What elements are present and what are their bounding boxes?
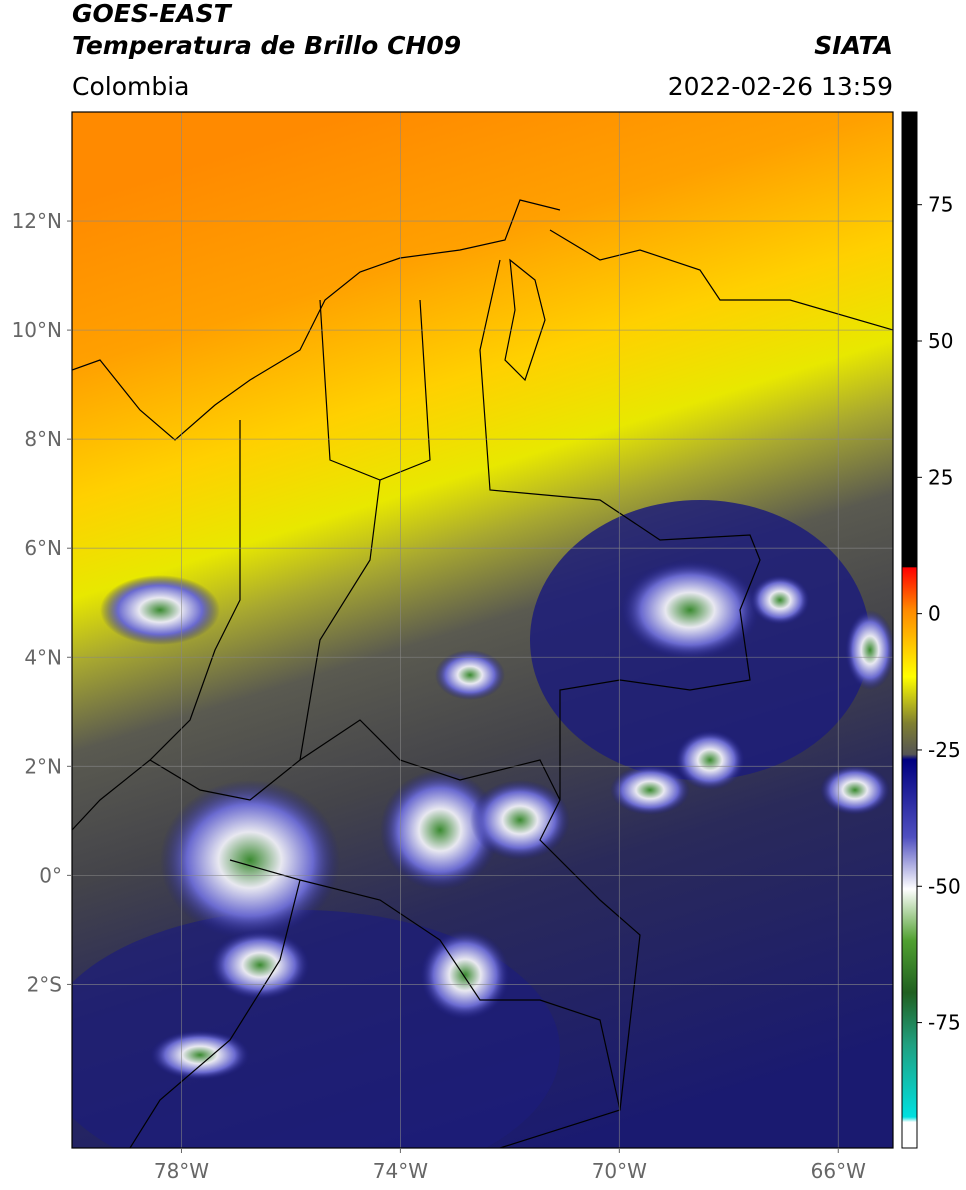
- x-tick-label: 70°W: [592, 1159, 647, 1183]
- cloud: [100, 575, 220, 645]
- cloud: [820, 765, 890, 815]
- y-tick-label: 2°N: [24, 754, 62, 778]
- labels: 78°W 74°W 70°W 66°W 12°N 10°N 8°N 6°N 4°N 2°N 0° 2°…: [12, 193, 961, 1183]
- product: Temperatura de Brillo CH09: [72, 31, 461, 60]
- colorbar-tick-label: 50: [928, 329, 953, 353]
- colorbar-tick-label: 75: [928, 193, 953, 217]
- cloud: [750, 575, 810, 625]
- region: Colombia: [72, 72, 189, 101]
- colorbar-tick-label: 25: [928, 465, 953, 489]
- coastline: [549, 229, 893, 331]
- cloud: [470, 780, 570, 860]
- cloud: [610, 765, 690, 815]
- cloud: [675, 730, 745, 790]
- colorbar-tick-label: 0: [928, 602, 941, 626]
- y-tick-label: 12°N: [12, 209, 62, 233]
- y-tick-label: 10°N: [12, 318, 62, 342]
- cloud: [435, 650, 505, 700]
- y-tick-label: 6°N: [24, 536, 62, 560]
- cloud: [380, 770, 500, 890]
- department-border: [299, 479, 381, 761]
- cloud: [620, 560, 760, 660]
- x-tick-label: 66°W: [811, 1159, 866, 1183]
- cloud: [150, 1030, 250, 1080]
- coastline: [72, 199, 561, 441]
- cloud: [160, 780, 340, 940]
- colorbar-tick-label: -25: [928, 738, 961, 762]
- x-tick-label: 74°W: [373, 1159, 428, 1183]
- colorbar-tick-label: -75: [928, 1011, 961, 1035]
- cloud: [845, 610, 893, 690]
- y-tick-label: 0°: [39, 863, 62, 887]
- y-tick-label: 2°S: [27, 972, 62, 996]
- grid: [72, 112, 893, 1148]
- cloud: [210, 930, 310, 1000]
- y-tick-label: 8°N: [24, 427, 62, 451]
- colorbar: [901, 111, 918, 1149]
- lake: [504, 258, 546, 382]
- datetime: 2022-02-26 13:59: [668, 72, 893, 101]
- source: SIATA: [814, 31, 893, 60]
- border: [72, 420, 241, 831]
- satellite: GOES-EAST: [72, 0, 233, 28]
- colorbar-tick-label: -50: [928, 874, 961, 898]
- border: [129, 879, 301, 1148]
- x-tick-label: 78°W: [154, 1159, 209, 1183]
- map-frame: [71, 111, 894, 1149]
- satellite-image: [72, 112, 893, 1148]
- border: [229, 859, 621, 1148]
- border: [479, 259, 761, 1111]
- cloud: [420, 930, 510, 1020]
- y-tick-label: 4°N: [24, 645, 62, 669]
